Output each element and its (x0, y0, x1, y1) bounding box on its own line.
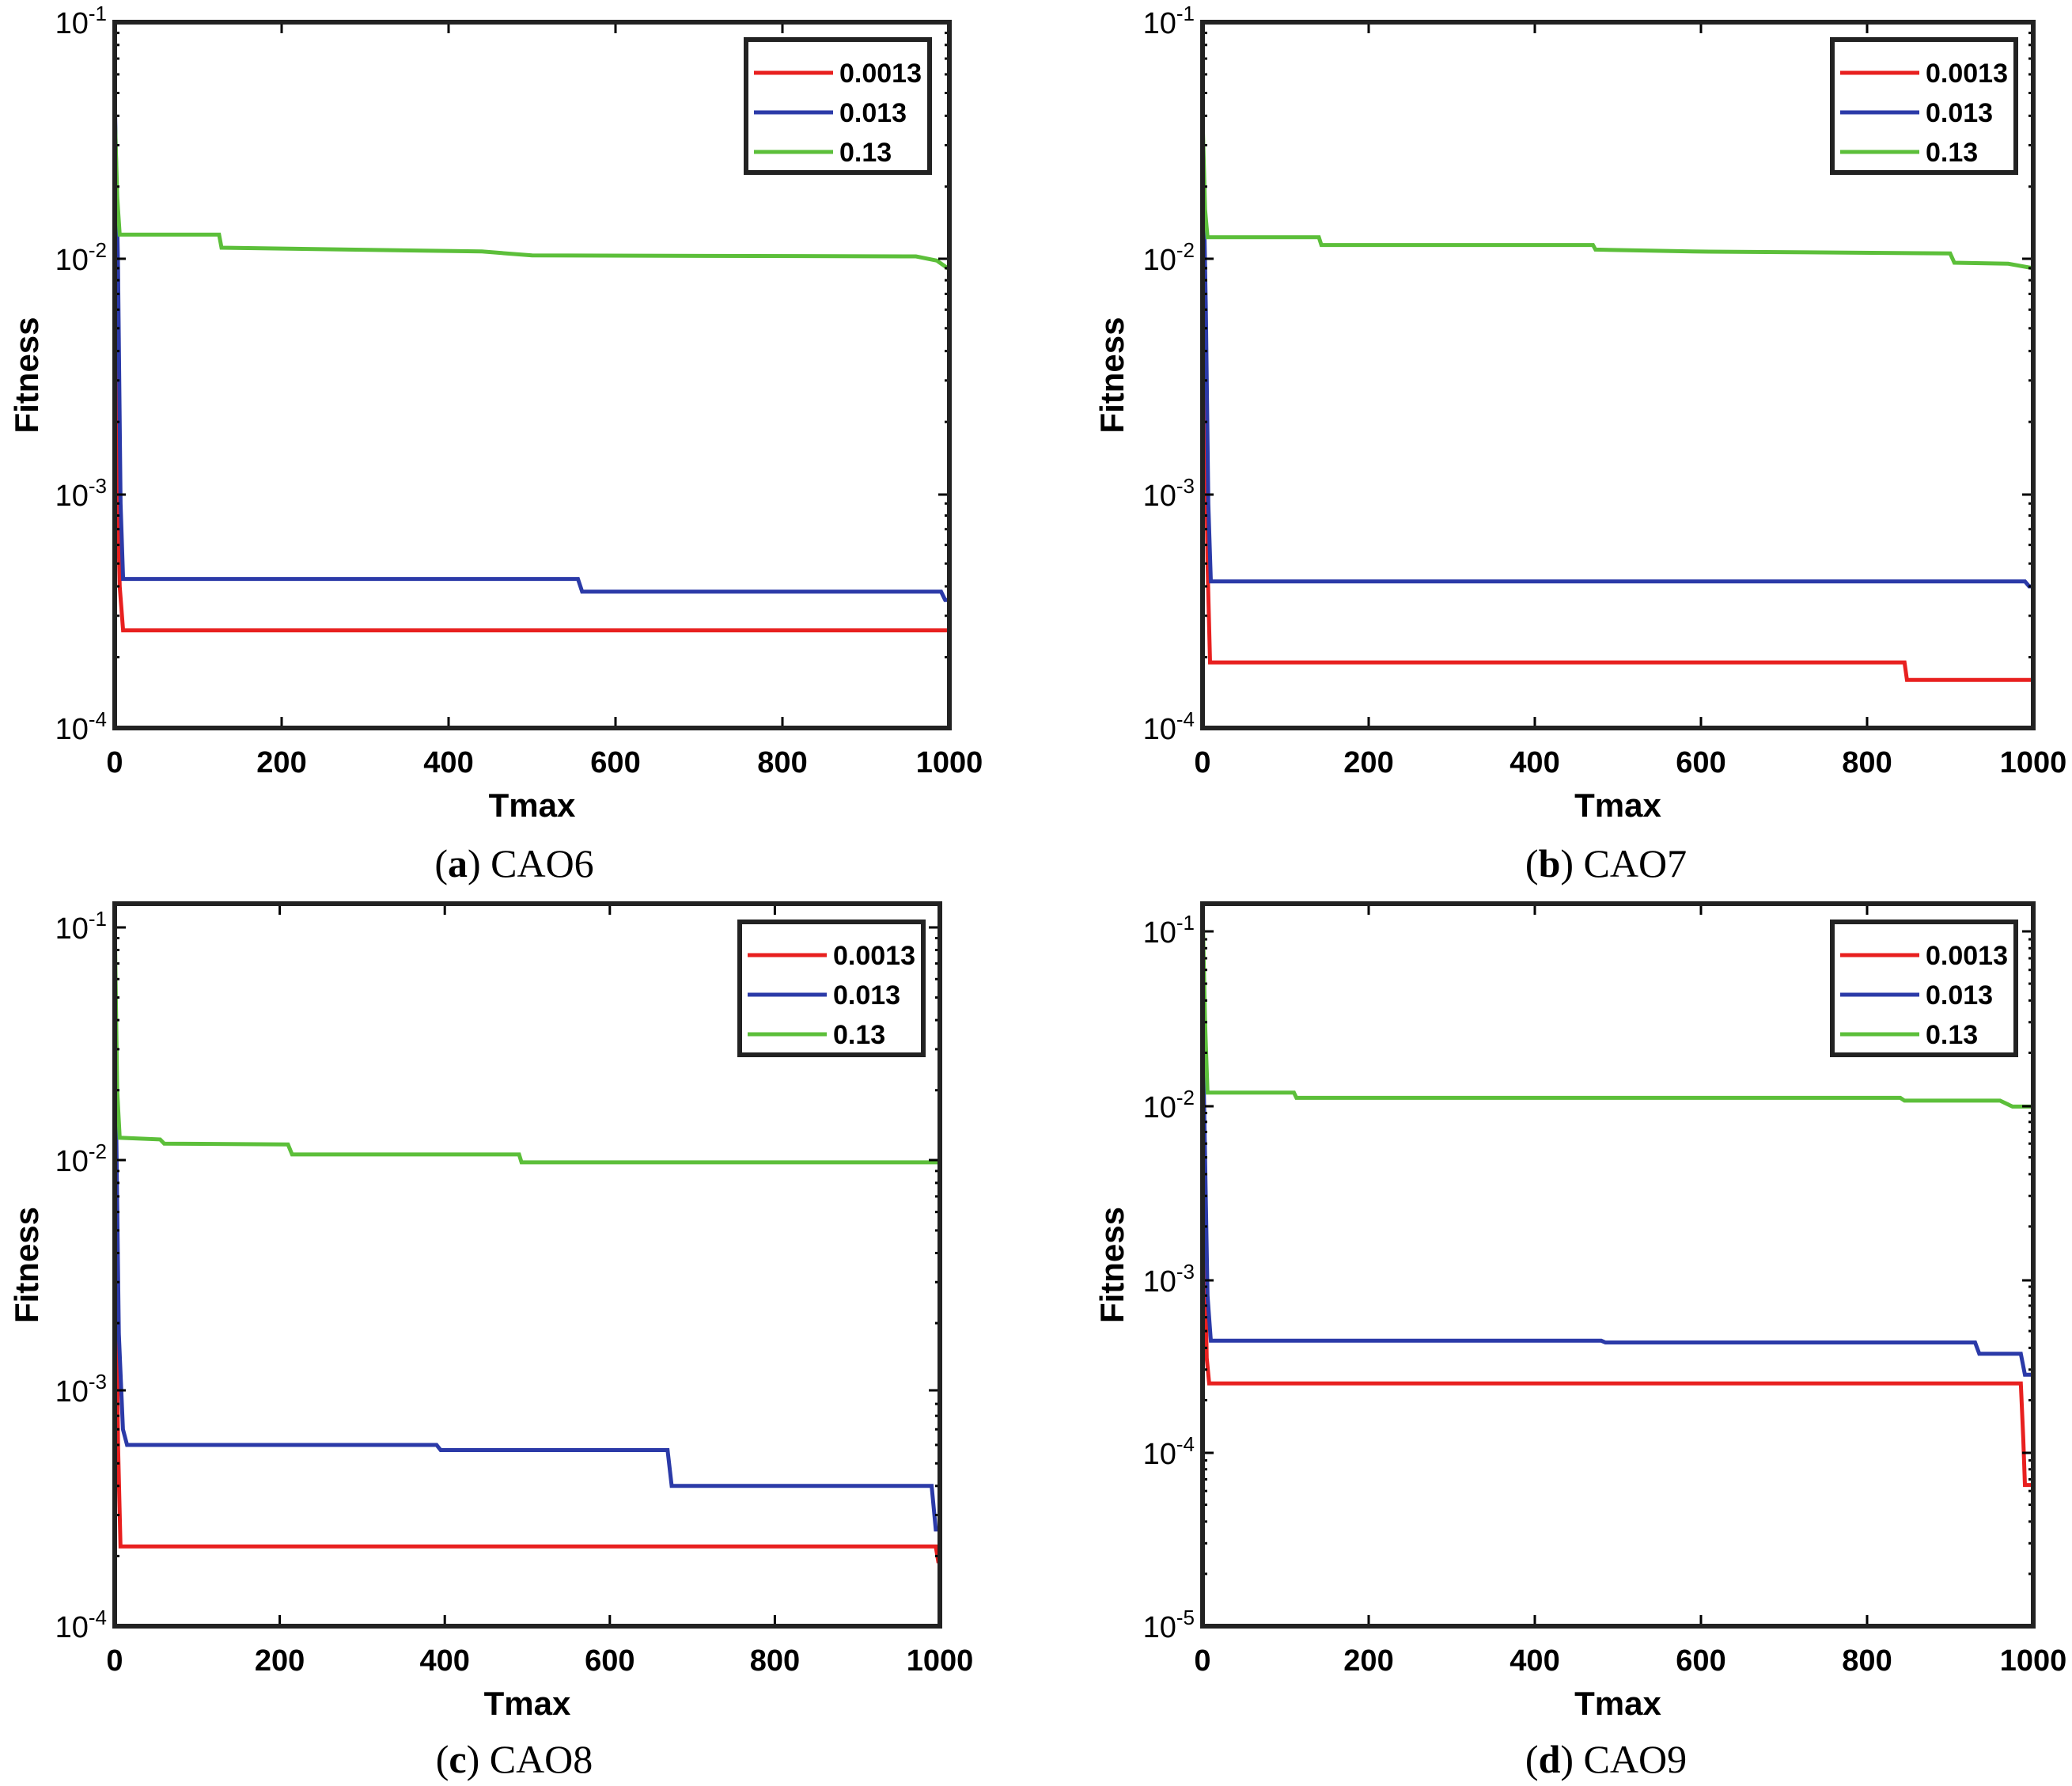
legend-label: 0.0013 (839, 59, 922, 89)
y-tick-label: 10-3 (55, 474, 107, 513)
legend-label: 0.013 (1926, 980, 1993, 1011)
y-tick-label: 10-4 (1143, 707, 1195, 746)
y-tick-label: 10-4 (55, 1606, 107, 1644)
x-tick-label: 800 (1842, 746, 1892, 779)
y-tick-label: 10-1 (55, 2, 107, 40)
plot-frame (1200, 20, 2036, 730)
y-tick-label: 10-1 (1143, 911, 1195, 950)
x-tick-label: 400 (1509, 1644, 1559, 1678)
chart-panel-c: 10-1 10-2 10-3 10-40 200 400 600 800 1000 Tmax Fit… (8, 901, 974, 1781)
x-axis-label: Tmax (1574, 787, 1661, 824)
y-tick-label: 10-1 (1143, 2, 1195, 40)
y-tick-label: 10-3 (1143, 1260, 1195, 1299)
y-tick-label: 10-2 (1143, 1086, 1195, 1124)
legend-label: 0.0013 (1926, 941, 2008, 971)
legend: 0.0013 0.013 0.13 (1830, 920, 2018, 1057)
series-line-0.013 (112, 979, 940, 1532)
y-tick-label: 10-3 (1143, 474, 1195, 513)
y-tick-label: 10-4 (55, 707, 107, 746)
legend-label: 0.13 (839, 138, 892, 168)
plot-frame (112, 901, 942, 1629)
y-tick-label: 10-1 (55, 907, 107, 946)
x-tick-label: 0 (1194, 746, 1210, 779)
series-line-0.13 (112, 110, 951, 271)
x-axis-label: Tmax (1574, 1685, 1661, 1722)
series-line-0.13 (1200, 116, 2034, 271)
x-axis-label: Tmax (489, 787, 576, 824)
x-tick-label: 1000 (2000, 746, 2067, 779)
y-tick-label: 10-3 (55, 1370, 107, 1409)
panel-caption: (c) CAO8 (436, 1737, 593, 1781)
legend: 0.0013 0.013 0.13 (1830, 37, 2018, 175)
legend-label: 0.13 (1926, 1020, 1978, 1050)
series-line-0.013 (1200, 1022, 2033, 1377)
legend-label: 0.013 (833, 980, 900, 1011)
y-tick-label: 10-2 (55, 238, 107, 277)
legend-label: 0.13 (1926, 138, 1978, 168)
legend: 0.0013 0.013 0.13 (737, 920, 926, 1057)
legend-label: 0.13 (833, 1020, 885, 1050)
panel-caption: (a) CAO6 (434, 841, 593, 885)
y-axis-label: Fitness (1093, 1207, 1131, 1323)
panel-letter: d (1539, 1737, 1561, 1781)
panel-letter: c (449, 1737, 466, 1781)
x-tick-label: 1000 (916, 746, 983, 779)
legend-label: 0.0013 (833, 941, 915, 971)
x-tick-label: 800 (1842, 1644, 1892, 1678)
x-tick-label: 600 (590, 746, 640, 779)
x-tick-label: 400 (423, 746, 473, 779)
x-tick-label: 200 (1343, 1644, 1393, 1678)
x-tick-label: 400 (419, 1644, 469, 1678)
plot-frame (1200, 901, 2036, 1629)
plot-frame (112, 20, 952, 730)
y-tick-label: 10-4 (1143, 1432, 1195, 1471)
x-tick-label: 600 (1676, 1644, 1725, 1678)
chart-panel-b: 10-1 10-2 10-3 10-40 200 400 600 800 1000 Tmax Fit… (1093, 2, 2066, 885)
chart-panel-a: 10-1 10-2 10-3 10-40 200 400 600 800 1000 Tmax Fit… (8, 2, 983, 885)
y-axis-label: Fitness (8, 317, 45, 433)
x-tick-label: 200 (255, 1644, 305, 1678)
y-axis-label: Fitness (8, 1207, 45, 1323)
series-line-0.13 (112, 917, 940, 1165)
panel-letter: a (448, 841, 468, 885)
x-tick-label: 400 (1509, 746, 1559, 779)
y-tick-label: 10-5 (1143, 1606, 1195, 1644)
x-tick-label: 800 (750, 1644, 800, 1678)
x-tick-label: 600 (1676, 746, 1725, 779)
x-tick-label: 200 (256, 746, 306, 779)
x-tick-label: 200 (1343, 746, 1393, 779)
x-axis-label: Tmax (484, 1685, 571, 1722)
legend-label: 0.013 (1926, 98, 1993, 128)
y-tick-label: 10-2 (1143, 238, 1195, 277)
legend: 0.0013 0.013 0.13 (744, 37, 932, 175)
x-tick-label: 800 (757, 746, 807, 779)
x-tick-label: 0 (1194, 1644, 1210, 1678)
x-tick-label: 600 (585, 1644, 634, 1678)
x-tick-label: 0 (106, 1644, 123, 1678)
x-tick-label: 0 (106, 746, 123, 779)
panel-caption: (b) CAO7 (1525, 841, 1687, 885)
series-line-0.013 (112, 93, 949, 602)
legend-label: 0.013 (839, 98, 907, 128)
legend-label: 0.0013 (1926, 59, 2008, 89)
panel-caption: (d) CAO9 (1525, 1737, 1687, 1781)
x-tick-label: 1000 (2000, 1644, 2067, 1678)
series-line-0.13 (1200, 905, 2033, 1109)
chart-panel-d: 10-1 10-2 10-3 10-4 10-50 200 400 600 800 1000 Tma… (1093, 901, 2067, 1781)
x-tick-label: 1000 (907, 1644, 974, 1678)
y-tick-label: 10-2 (55, 1139, 107, 1178)
panel-letter: b (1539, 841, 1561, 885)
y-axis-label: Fitness (1093, 317, 1131, 433)
